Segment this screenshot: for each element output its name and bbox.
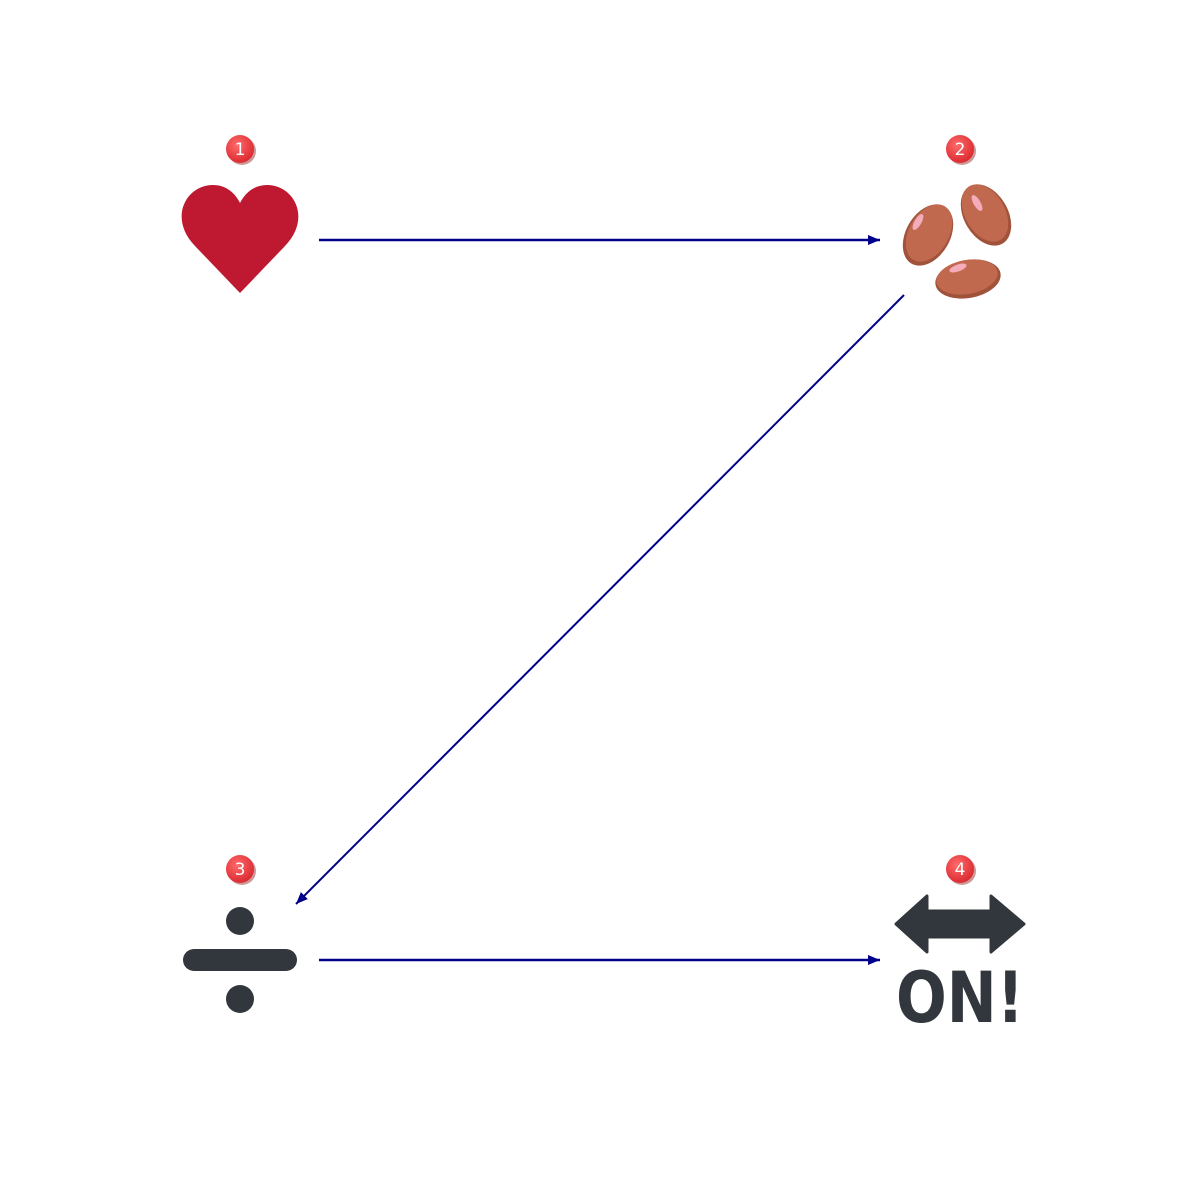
node-2: 2 [902, 135, 1012, 299]
badge-4: 4 [946, 855, 976, 885]
badge-3-label: 3 [235, 860, 246, 880]
badge-1-label: 1 [235, 140, 246, 160]
edge-2-to-3 [295, 294, 905, 905]
badge-2-label: 2 [955, 140, 966, 160]
node-3: 3 [183, 855, 297, 1013]
node-1: 1 [181, 135, 299, 293]
node-4: 4 ON! [894, 855, 1026, 1039]
red-heart-icon [181, 185, 299, 293]
badge-3: 3 [226, 855, 256, 885]
badge-4-label: 4 [955, 860, 966, 880]
division-sign-icon [183, 907, 297, 1013]
on-arrow-icon: ON! [894, 894, 1026, 1039]
beans-icon [902, 184, 1012, 299]
badge-1: 1 [226, 135, 256, 165]
badge-2: 2 [946, 135, 976, 165]
on-label: ON! [896, 957, 1024, 1039]
